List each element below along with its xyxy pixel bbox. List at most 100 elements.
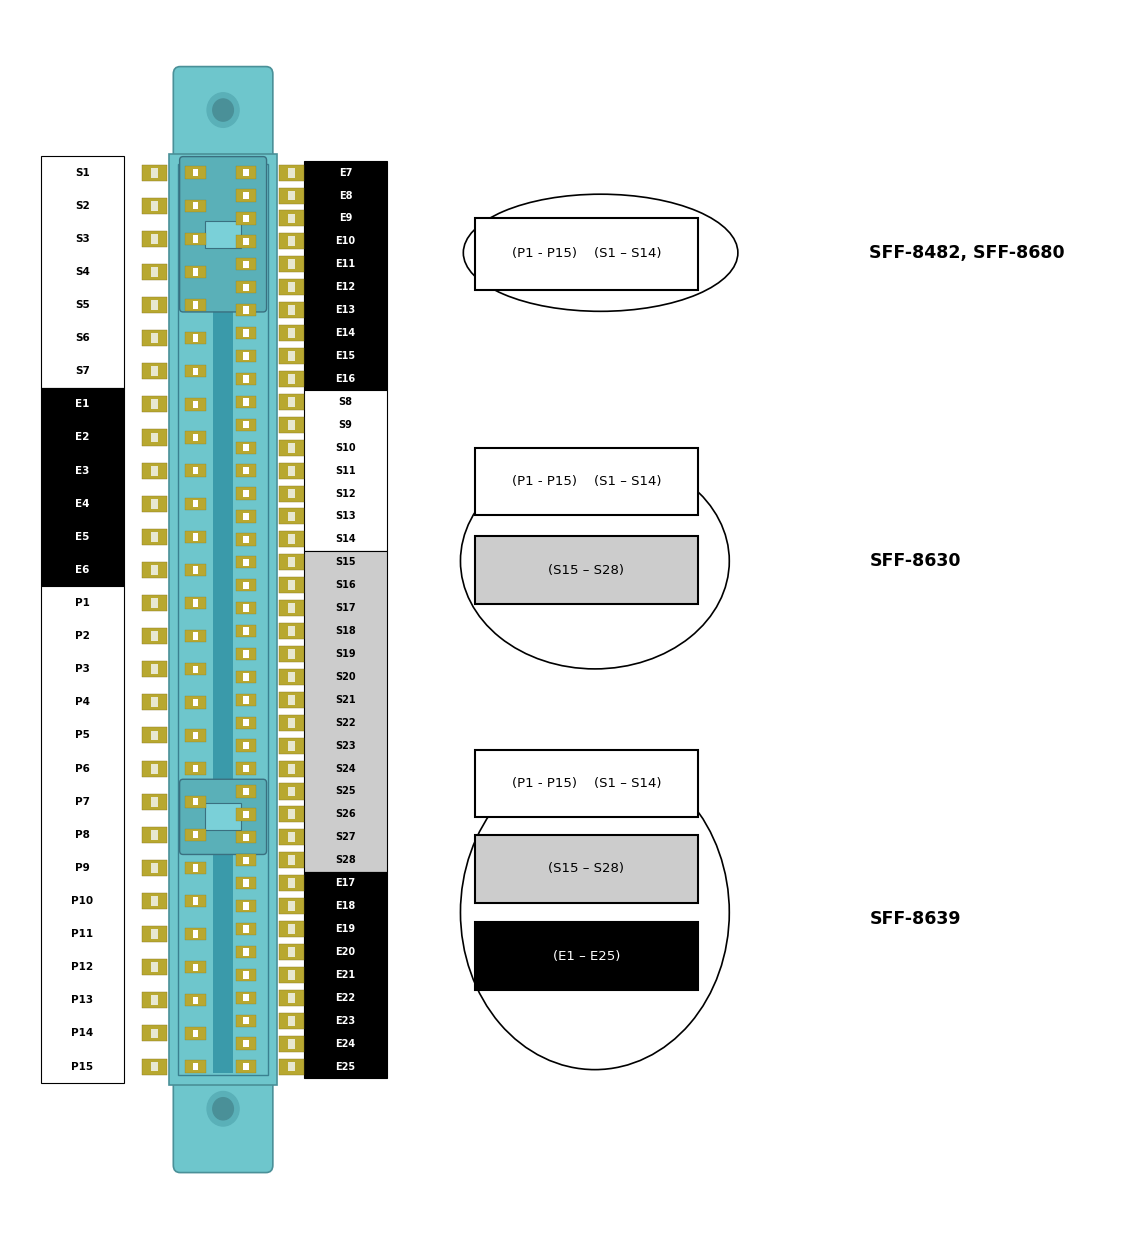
Bar [243, 260, 248, 268]
FancyBboxPatch shape [180, 779, 267, 854]
Bar [236, 236, 256, 248]
Bar [236, 510, 256, 523]
Bar [151, 333, 158, 343]
Bar [236, 716, 256, 729]
Bar [288, 351, 295, 361]
Bar [142, 562, 167, 578]
Bar [185, 166, 206, 179]
Bar [243, 513, 248, 520]
Bar [288, 787, 295, 797]
Bar [243, 650, 248, 657]
Text: E19: E19 [335, 924, 356, 935]
Bar [192, 533, 198, 540]
Text: S19: S19 [335, 649, 356, 658]
Bar [205, 221, 241, 248]
Text: P14: P14 [71, 1028, 94, 1038]
Bar [236, 671, 256, 683]
Bar [185, 795, 206, 808]
Bar [288, 282, 295, 292]
Bar [151, 565, 158, 575]
Bar [288, 259, 295, 269]
Bar [142, 364, 167, 380]
Text: E9: E9 [339, 213, 352, 223]
Bar [243, 604, 248, 612]
Bar [192, 269, 198, 276]
Text: S22: S22 [335, 718, 356, 727]
Bar [236, 418, 256, 430]
Bar [243, 169, 248, 176]
Text: E3: E3 [76, 466, 89, 476]
Bar [288, 649, 295, 658]
Bar [151, 1028, 158, 1038]
Text: E4: E4 [76, 498, 89, 509]
Bar [185, 961, 206, 973]
Text: S2: S2 [76, 201, 89, 211]
Text: SFF-8482, SFF-8680: SFF-8482, SFF-8680 [869, 244, 1065, 261]
Text: E7: E7 [339, 168, 352, 178]
Bar [192, 434, 198, 441]
Bar [192, 996, 198, 1004]
Bar [41, 157, 124, 388]
Bar [288, 856, 295, 866]
Bar [279, 1058, 304, 1074]
Bar [279, 830, 304, 846]
Bar [151, 598, 158, 608]
Bar [192, 633, 198, 640]
Bar [279, 326, 304, 342]
Bar [151, 366, 158, 376]
Bar [475, 448, 698, 515]
Bar [475, 835, 698, 903]
Bar [151, 234, 158, 244]
Bar [151, 930, 158, 940]
Bar [288, 970, 295, 980]
Bar [192, 236, 198, 243]
Bar [151, 631, 158, 641]
Bar [288, 993, 295, 1002]
Text: P6: P6 [74, 763, 90, 773]
Text: S6: S6 [76, 333, 89, 343]
Bar [279, 371, 304, 387]
Bar [279, 1012, 304, 1028]
Text: E15: E15 [335, 351, 356, 361]
Bar [192, 301, 198, 308]
Bar [243, 215, 248, 222]
Bar [279, 417, 304, 433]
Bar [279, 737, 304, 753]
Text: (S15 – S28): (S15 – S28) [548, 862, 625, 875]
Bar [288, 947, 295, 957]
Bar [192, 731, 198, 739]
Bar [279, 256, 304, 272]
Bar [142, 628, 167, 644]
Text: (P1 - P15)    (S1 – S14): (P1 - P15) (S1 – S14) [511, 475, 661, 488]
Bar [185, 530, 206, 543]
Text: S24: S24 [335, 763, 356, 773]
Text: S10: S10 [335, 443, 356, 453]
Bar [236, 969, 256, 981]
Bar [236, 305, 256, 317]
Bar [279, 898, 304, 914]
Bar [243, 834, 248, 841]
Bar [243, 903, 248, 910]
Text: E11: E11 [335, 259, 356, 269]
Bar [151, 797, 158, 806]
Bar [243, 972, 248, 979]
Text: S5: S5 [76, 300, 89, 309]
Bar [236, 1060, 256, 1073]
Bar [243, 719, 248, 726]
Circle shape [207, 92, 239, 127]
Bar [475, 922, 698, 990]
Bar [236, 281, 256, 293]
Bar [192, 566, 198, 573]
Bar [243, 329, 248, 337]
Text: E23: E23 [335, 1016, 356, 1026]
Text: P10: P10 [71, 896, 94, 906]
Text: S18: S18 [335, 626, 356, 636]
Bar [151, 499, 158, 509]
Bar [279, 279, 304, 295]
Bar [185, 829, 206, 841]
Bar [279, 944, 304, 961]
Bar [236, 441, 256, 454]
Bar [142, 429, 167, 445]
Bar [243, 994, 248, 1001]
Text: S13: S13 [335, 512, 356, 522]
